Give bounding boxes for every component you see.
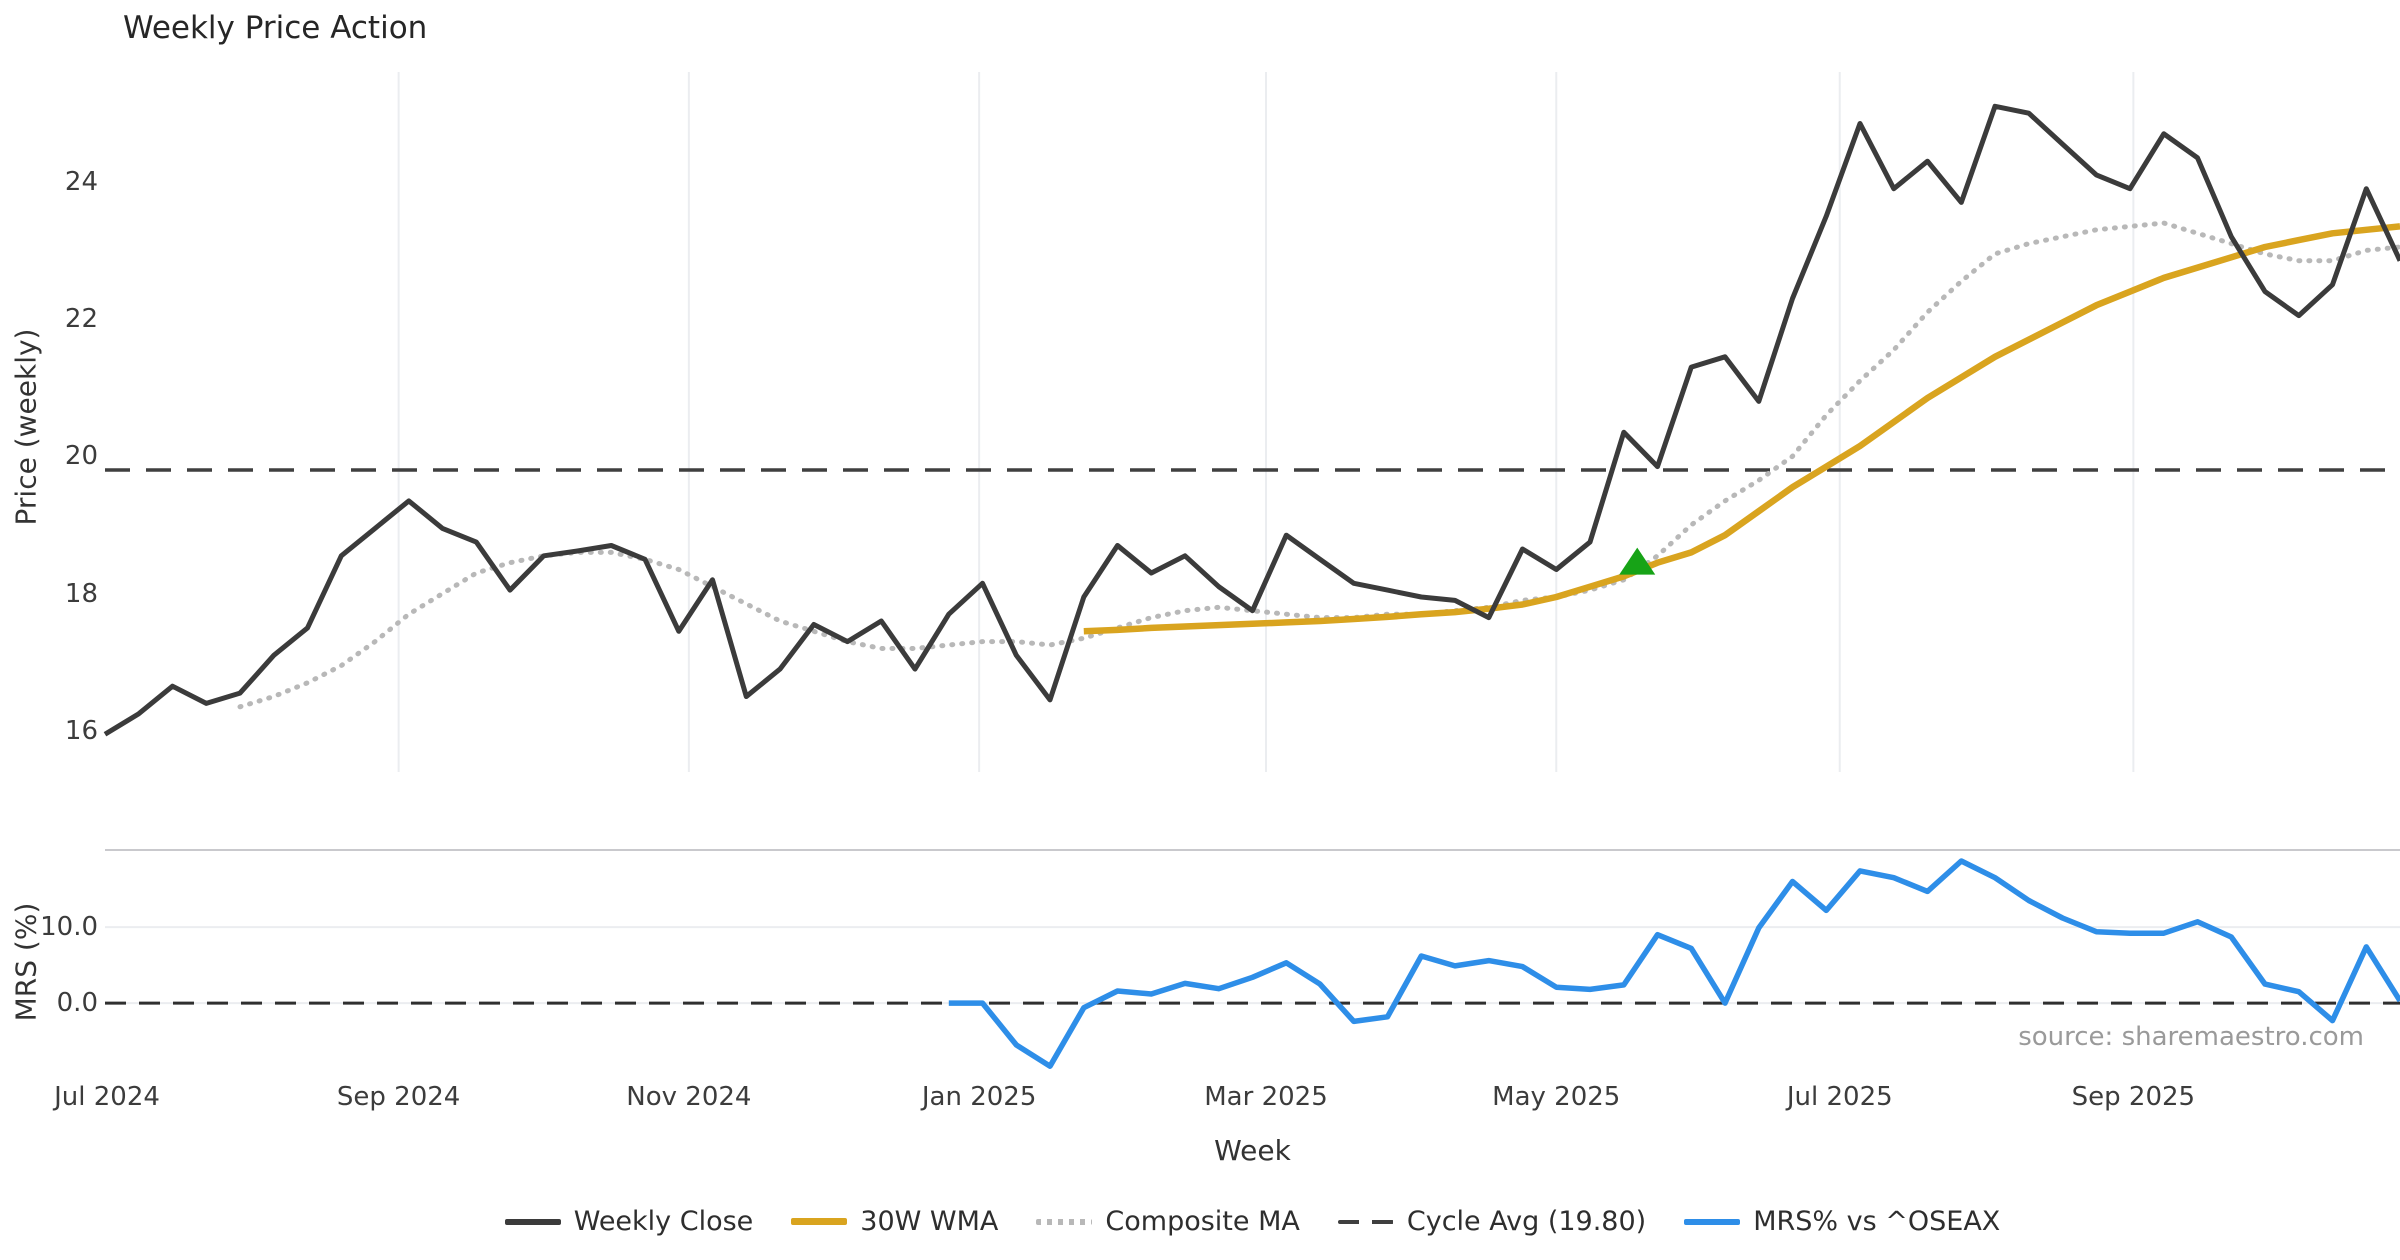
source-credit: source: sharemaestro.com: [2018, 1022, 2364, 1052]
price-axis-label: Price (weekly): [9, 328, 43, 526]
x-tick: Sep 2025: [2071, 1082, 2196, 1112]
x-tick: Jul 2025: [1786, 1082, 1893, 1112]
legend-item-weekly-close: Weekly Close: [504, 1206, 754, 1237]
composite-ma-dotted-swatch-icon: [1036, 1218, 1093, 1225]
mrs-tick: 0.0: [56, 988, 98, 1019]
legend-label: 30W WMA: [860, 1206, 999, 1237]
x-tick: Sep 2024: [336, 1082, 461, 1112]
x-tick: Mar 2025: [1204, 1082, 1328, 1112]
price-tick: 20: [64, 441, 98, 472]
weekly-close-line-swatch-icon: [504, 1218, 561, 1225]
legend-item-mrs: MRS% vs ^OSEAX: [1684, 1206, 2000, 1237]
x-tick: May 2025: [1492, 1082, 1621, 1112]
chart-legend: Weekly Close 30W WMA Composite MA Cycle …: [105, 1206, 2400, 1237]
legend-item-composite-ma: Composite MA: [1036, 1206, 1300, 1237]
x-axis-label: Week: [1214, 1134, 1291, 1167]
legend-label: Cycle Avg (19.80): [1406, 1206, 1647, 1237]
legend-item-cycle-avg: Cycle Avg (19.80): [1337, 1206, 1647, 1237]
mrs-line-swatch-icon: [1684, 1218, 1741, 1225]
price-tick: 18: [64, 578, 98, 609]
x-tick: Jul 2024: [54, 1082, 160, 1112]
chart-title: Weekly Price Action: [123, 10, 428, 46]
price-tick: 16: [64, 715, 98, 746]
legend-label: Weekly Close: [573, 1206, 754, 1237]
x-tick: Jan 2025: [921, 1082, 1037, 1112]
legend-label: Composite MA: [1105, 1206, 1300, 1237]
legend-item-30w-wma: 30W WMA: [791, 1206, 998, 1237]
x-tick: Nov 2024: [626, 1082, 752, 1112]
legend-label: MRS% vs ^OSEAX: [1753, 1206, 2001, 1237]
wma-line-swatch-icon: [791, 1218, 848, 1225]
price-tick: 24: [64, 166, 98, 197]
price-tick: 22: [64, 304, 98, 335]
cycle-avg-dashed-swatch-icon: [1337, 1219, 1394, 1224]
mrs-tick: 10.0: [40, 912, 98, 943]
